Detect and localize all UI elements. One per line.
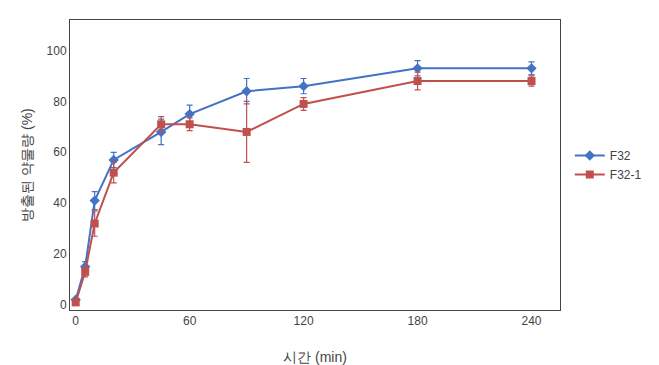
svg-text:0: 0 [72,314,79,328]
svg-text:F32: F32 [610,149,631,163]
svg-text:100: 100 [47,44,67,58]
svg-text:240: 240 [521,314,541,328]
svg-text:F32-1: F32-1 [610,168,642,182]
svg-text:20: 20 [53,247,67,261]
svg-text:방출된 약물량 (%): 방출된 약물량 (%) [19,108,35,222]
svg-text:시간 (min): 시간 (min) [283,349,347,365]
svg-text:60: 60 [53,145,67,159]
svg-text:120: 120 [294,314,314,328]
svg-text:0: 0 [60,298,67,312]
svg-text:60: 60 [183,314,197,328]
svg-text:80: 80 [53,95,67,109]
svg-text:180: 180 [408,314,428,328]
svg-text:40: 40 [53,196,67,210]
